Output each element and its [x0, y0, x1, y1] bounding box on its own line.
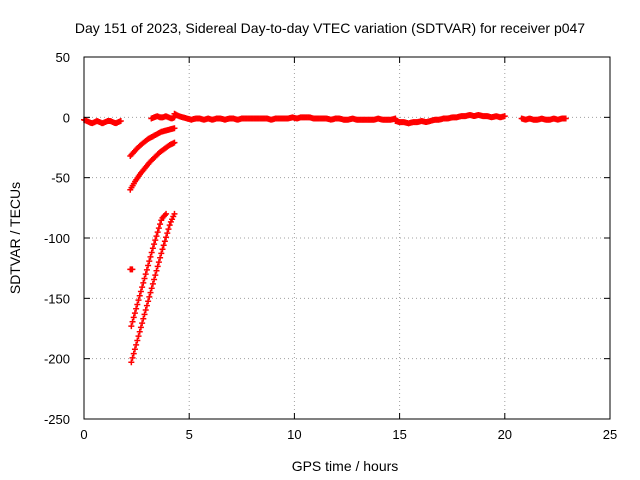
y-tick-label: -200 [44, 352, 70, 367]
data-point [145, 262, 152, 269]
data-point [129, 354, 136, 361]
y-tick-label: 50 [56, 50, 70, 65]
data-point [154, 229, 161, 236]
data-point [152, 237, 159, 244]
data-point [141, 311, 148, 318]
x-tick-label: 15 [392, 427, 406, 442]
plot-frame [83, 56, 611, 420]
data-point [171, 210, 178, 217]
data-point [149, 245, 156, 252]
data-point [155, 225, 162, 232]
data-point [166, 222, 173, 229]
data-point [142, 306, 149, 313]
data-point [131, 346, 138, 353]
data-point [131, 310, 138, 317]
data-point [129, 318, 136, 325]
data-point [157, 254, 164, 261]
data-point [130, 350, 137, 357]
data-point [128, 359, 135, 366]
data-point [148, 285, 155, 292]
data-point [171, 125, 178, 132]
data-point [142, 271, 149, 278]
x-tick-label: 10 [287, 427, 301, 442]
x-tick-label: 25 [603, 427, 617, 442]
data-point [165, 226, 172, 233]
data-point [146, 293, 153, 300]
data-point [148, 249, 155, 256]
y-axis-label: SDTVAR / TECUs [7, 182, 23, 294]
data-point [140, 279, 147, 286]
data-point [135, 333, 142, 340]
y-tick-label: -100 [44, 231, 70, 246]
grid-lines [84, 57, 610, 419]
data-point [136, 292, 143, 299]
data-point [164, 230, 171, 237]
y-tick-label: -150 [44, 291, 70, 306]
data-point [163, 234, 170, 241]
data-point [154, 263, 161, 270]
data-point [133, 341, 140, 348]
x-tick-label: 0 [80, 427, 87, 442]
data-point [129, 266, 136, 273]
x-axis-label: GPS time / hours [292, 458, 399, 474]
data-point [147, 289, 154, 296]
data-point [160, 242, 167, 249]
data-point [143, 302, 150, 309]
data-point [149, 280, 156, 287]
data-point [145, 298, 152, 305]
data-point [146, 258, 153, 265]
data-point [140, 315, 147, 322]
data-point [137, 288, 144, 295]
data-point [155, 259, 162, 266]
x-tick-label: 5 [186, 427, 193, 442]
x-tick-label: 20 [498, 427, 512, 442]
data-point [134, 337, 141, 344]
data-point [135, 297, 142, 304]
data-points [81, 110, 569, 366]
data-point [143, 266, 150, 273]
data-point [151, 276, 158, 283]
axis-ticks: 0 5 10 15 20 25 50 0 -50 -100 -150 -200 -250 [44, 50, 617, 442]
y-tick-label: -250 [44, 412, 70, 427]
data-point [134, 301, 141, 308]
y-tick-label: -50 [51, 171, 70, 186]
y-tick-label: 0 [63, 110, 70, 125]
data-point [133, 305, 140, 312]
chart-title: Day 151 of 2023, Sidereal Day-to-day VTE… [75, 20, 585, 36]
data-point [562, 115, 569, 122]
data-point [158, 250, 165, 257]
data-point [153, 233, 160, 240]
data-point [163, 210, 170, 217]
data-point [151, 241, 158, 248]
data-point [147, 253, 154, 260]
data-point [171, 139, 178, 146]
data-point [139, 320, 146, 327]
data-point [128, 323, 135, 330]
data-point [152, 272, 159, 279]
data-point [139, 284, 146, 291]
data-point [130, 314, 137, 321]
data-point [159, 246, 166, 253]
data-point [501, 113, 508, 120]
data-point [153, 267, 160, 274]
data-point [161, 238, 168, 245]
data-point [141, 275, 148, 282]
data-point [137, 324, 144, 331]
data-point [157, 221, 164, 228]
data-point [136, 328, 143, 335]
data-point [117, 117, 124, 124]
